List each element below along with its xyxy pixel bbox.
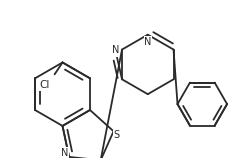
- Text: N: N: [112, 45, 120, 55]
- Text: S: S: [113, 130, 120, 140]
- Text: N: N: [61, 148, 69, 158]
- Text: N: N: [144, 37, 152, 47]
- Text: Cl: Cl: [40, 80, 50, 90]
- Text: O: O: [111, 47, 119, 57]
